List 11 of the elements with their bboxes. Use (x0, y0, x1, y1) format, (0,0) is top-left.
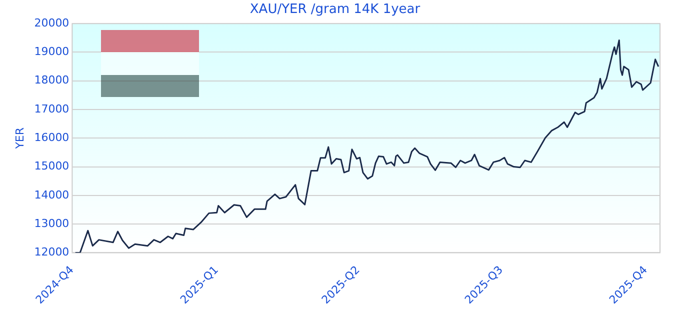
y-tick-label: 13000 (34, 216, 70, 230)
chart-title: XAU/YER /gram 14K 1year (250, 2, 421, 18)
y-tick-label: 14000 (34, 188, 70, 202)
y-tick-label: 18000 (34, 74, 70, 87)
y-tick-label: 12000 (34, 246, 70, 259)
y-axis-title: YER (13, 127, 26, 150)
y-tick-label: 16000 (34, 131, 70, 144)
y-tick-label: 17000 (34, 102, 70, 116)
y-tick-label: 20000 (34, 16, 70, 30)
y-tick-label: 19000 (34, 45, 70, 58)
y-tick-label: 15000 (34, 160, 70, 173)
